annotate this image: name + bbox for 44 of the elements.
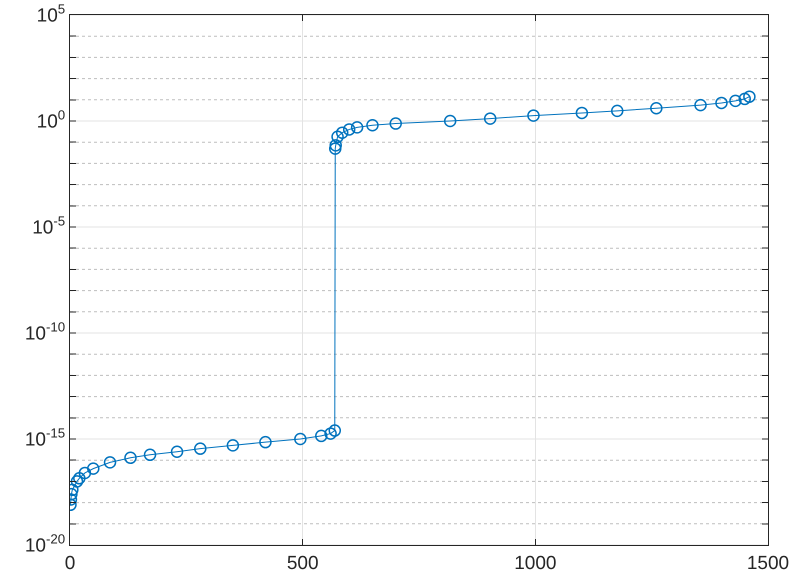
point bbox=[350, 121, 364, 134]
point bbox=[194, 442, 207, 455]
x-tick-label: 500 bbox=[286, 552, 319, 574]
point bbox=[715, 96, 728, 110]
point bbox=[329, 139, 342, 152]
point bbox=[324, 427, 337, 440]
point bbox=[124, 452, 137, 464]
y-tick-label: 10$^{-5}$ bbox=[32, 214, 66, 239]
point bbox=[729, 94, 742, 108]
point bbox=[144, 448, 156, 462]
point bbox=[87, 462, 100, 475]
y-tick-label: 10$^{-20}$ bbox=[24, 532, 66, 557]
point bbox=[342, 123, 356, 136]
point bbox=[484, 112, 496, 125]
point bbox=[73, 472, 86, 485]
point bbox=[294, 432, 307, 446]
x-tick-label: 0 bbox=[64, 552, 76, 574]
point bbox=[389, 117, 402, 130]
point bbox=[70, 475, 84, 488]
point bbox=[743, 90, 756, 103]
y-tick-label: 10$^{-15}$ bbox=[24, 426, 66, 451]
point bbox=[331, 130, 344, 144]
point bbox=[315, 430, 328, 442]
y-tick-label: 10$^{0}$ bbox=[36, 108, 66, 133]
point bbox=[366, 119, 379, 132]
y-tick-label: 10$^{5}$ bbox=[36, 2, 66, 27]
x-tick-label: 1500 bbox=[746, 552, 790, 574]
point bbox=[336, 126, 348, 139]
point bbox=[78, 466, 92, 480]
y-tick-label: 10$^{-10}$ bbox=[24, 320, 66, 345]
point bbox=[444, 114, 456, 128]
x-tick-label: 1000 bbox=[514, 552, 556, 574]
point bbox=[576, 106, 588, 120]
point bbox=[694, 98, 707, 112]
point bbox=[226, 439, 240, 452]
point bbox=[328, 142, 342, 155]
point bbox=[650, 102, 663, 114]
point bbox=[259, 436, 272, 448]
point bbox=[527, 109, 540, 122]
point bbox=[170, 446, 184, 458]
point bbox=[328, 424, 342, 437]
point bbox=[610, 104, 624, 118]
point bbox=[738, 92, 751, 106]
point bbox=[104, 456, 116, 469]
